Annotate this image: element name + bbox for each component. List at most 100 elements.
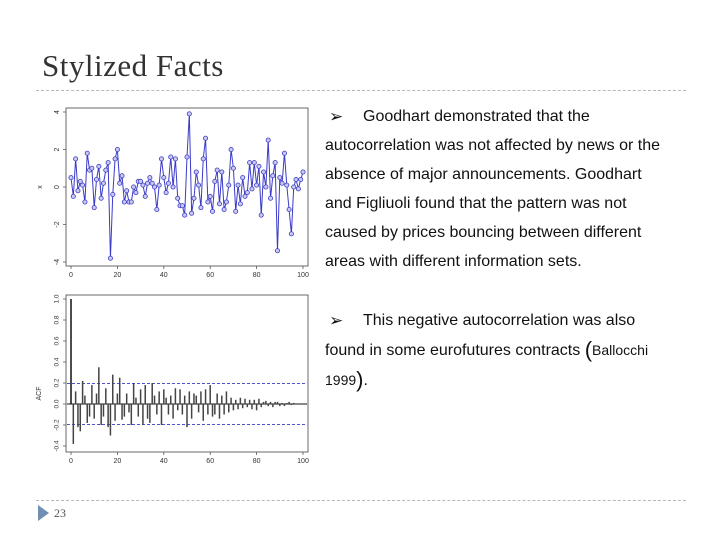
ts-data-point (182, 212, 188, 218)
ts-data-point (147, 175, 153, 181)
ts-data-point (100, 180, 106, 186)
ts-data-point (152, 184, 158, 190)
bullet-text: Goodhart demonstrated that the autocorre… (325, 108, 661, 270)
bullet-item: ➢ This negative autocorrelation was also… (325, 306, 665, 395)
ts-x-tick-label: 40 (160, 272, 168, 279)
acf-bar (167, 404, 170, 415)
ts-data-point (82, 199, 88, 205)
acf-bar (114, 404, 116, 421)
acf-bar (255, 404, 258, 411)
ts-data-point (158, 156, 164, 162)
ts-data-point (223, 199, 229, 205)
ts-data-point (193, 169, 199, 175)
ts-y-axis-label: x (37, 185, 44, 189)
ts-data-point (145, 180, 151, 186)
acf-x-tick-label: 20 (114, 458, 122, 465)
acf-bar (70, 299, 72, 404)
acf-bar (288, 401, 290, 404)
ts-y-tick-label: 2 (54, 147, 61, 151)
ts-data-point (114, 147, 120, 153)
ts-data-point (298, 177, 304, 183)
acf-bar (151, 383, 153, 404)
acf-x-tick-label: 60 (206, 458, 214, 465)
acf-bar (274, 401, 276, 404)
ts-data-point (235, 182, 241, 188)
acf-y-tick-label: 0.0 (54, 399, 61, 408)
ts-data-point (279, 180, 285, 186)
ts-data-point (68, 175, 74, 181)
acf-bar (186, 404, 188, 428)
title-divider (36, 90, 686, 91)
ts-data-point (196, 182, 202, 188)
ts-data-point (105, 160, 111, 166)
ts-data-point (263, 184, 269, 190)
acf-bar (84, 395, 86, 404)
acf-bar (137, 404, 140, 417)
acf-bar (251, 404, 253, 410)
ts-data-point (107, 255, 113, 261)
ts-data-point (110, 192, 116, 198)
acf-bar (163, 389, 165, 404)
ts-data-point (214, 167, 220, 173)
ts-data-point (128, 199, 134, 205)
ts-data-point (293, 177, 299, 183)
acf-bar (225, 391, 228, 404)
ts-data-point (228, 147, 234, 153)
ts-data-point (207, 193, 213, 199)
acf-bar (156, 404, 158, 415)
acf-bar (193, 393, 195, 404)
ts-y-tick-label: -4 (54, 259, 61, 265)
ts-data-point (165, 180, 171, 186)
ts-data-point (124, 188, 130, 194)
acf-bar (121, 404, 123, 420)
ts-data-point (142, 193, 148, 199)
ts-data-point (98, 195, 104, 201)
acf-bar (146, 404, 149, 419)
acf-bar (286, 402, 288, 404)
bullet-end: . (363, 372, 368, 389)
ts-x-tick-label: 100 (297, 272, 309, 279)
ts-data-point (70, 193, 76, 199)
acf-bar (98, 367, 100, 404)
acf-x-tick-label: 80 (253, 458, 261, 465)
acf-bar (77, 404, 79, 428)
slide-title: Stylized Facts (42, 48, 224, 83)
acf-bar (81, 380, 84, 404)
acf-bar (160, 404, 163, 425)
acf-bar (91, 385, 93, 404)
ts-data-point (172, 156, 178, 162)
ts-data-point (161, 175, 167, 181)
acf-bar (105, 388, 107, 404)
acf-bar (181, 404, 184, 415)
ts-data-point (284, 182, 290, 188)
acf-bar (218, 404, 221, 419)
ts-data-point (265, 137, 271, 143)
ts-data-point (288, 231, 294, 237)
acf-y-tick-label: 0.6 (54, 336, 61, 345)
bullet-item: ➢ Goodhart demonstrated that the autocor… (325, 102, 665, 276)
ts-data-point (256, 163, 262, 169)
bullet-text: This negative autocorrelation was also f… (325, 312, 636, 359)
acf-bar (221, 395, 223, 404)
ts-data-point (84, 150, 90, 156)
ts-data-point (184, 154, 190, 160)
ts-data-point (198, 205, 204, 211)
acf-bar (272, 404, 274, 408)
ts-data-point (254, 182, 260, 188)
acf-bar (135, 397, 137, 404)
ts-data-point (175, 195, 181, 201)
acf-bar (207, 404, 209, 415)
ref-open: ( (584, 337, 593, 362)
ts-data-point (121, 199, 127, 205)
ts-data-point (156, 182, 162, 188)
acf-bar (179, 389, 181, 404)
ts-data-point (261, 169, 267, 175)
acf-bar (102, 404, 105, 417)
acf-bar (158, 391, 160, 404)
acf-bar (202, 404, 204, 421)
acf-y-tick-label: 0.4 (54, 357, 61, 366)
acf-bar (232, 404, 235, 411)
ts-data-point (203, 135, 209, 141)
acf-bar (258, 398, 260, 404)
